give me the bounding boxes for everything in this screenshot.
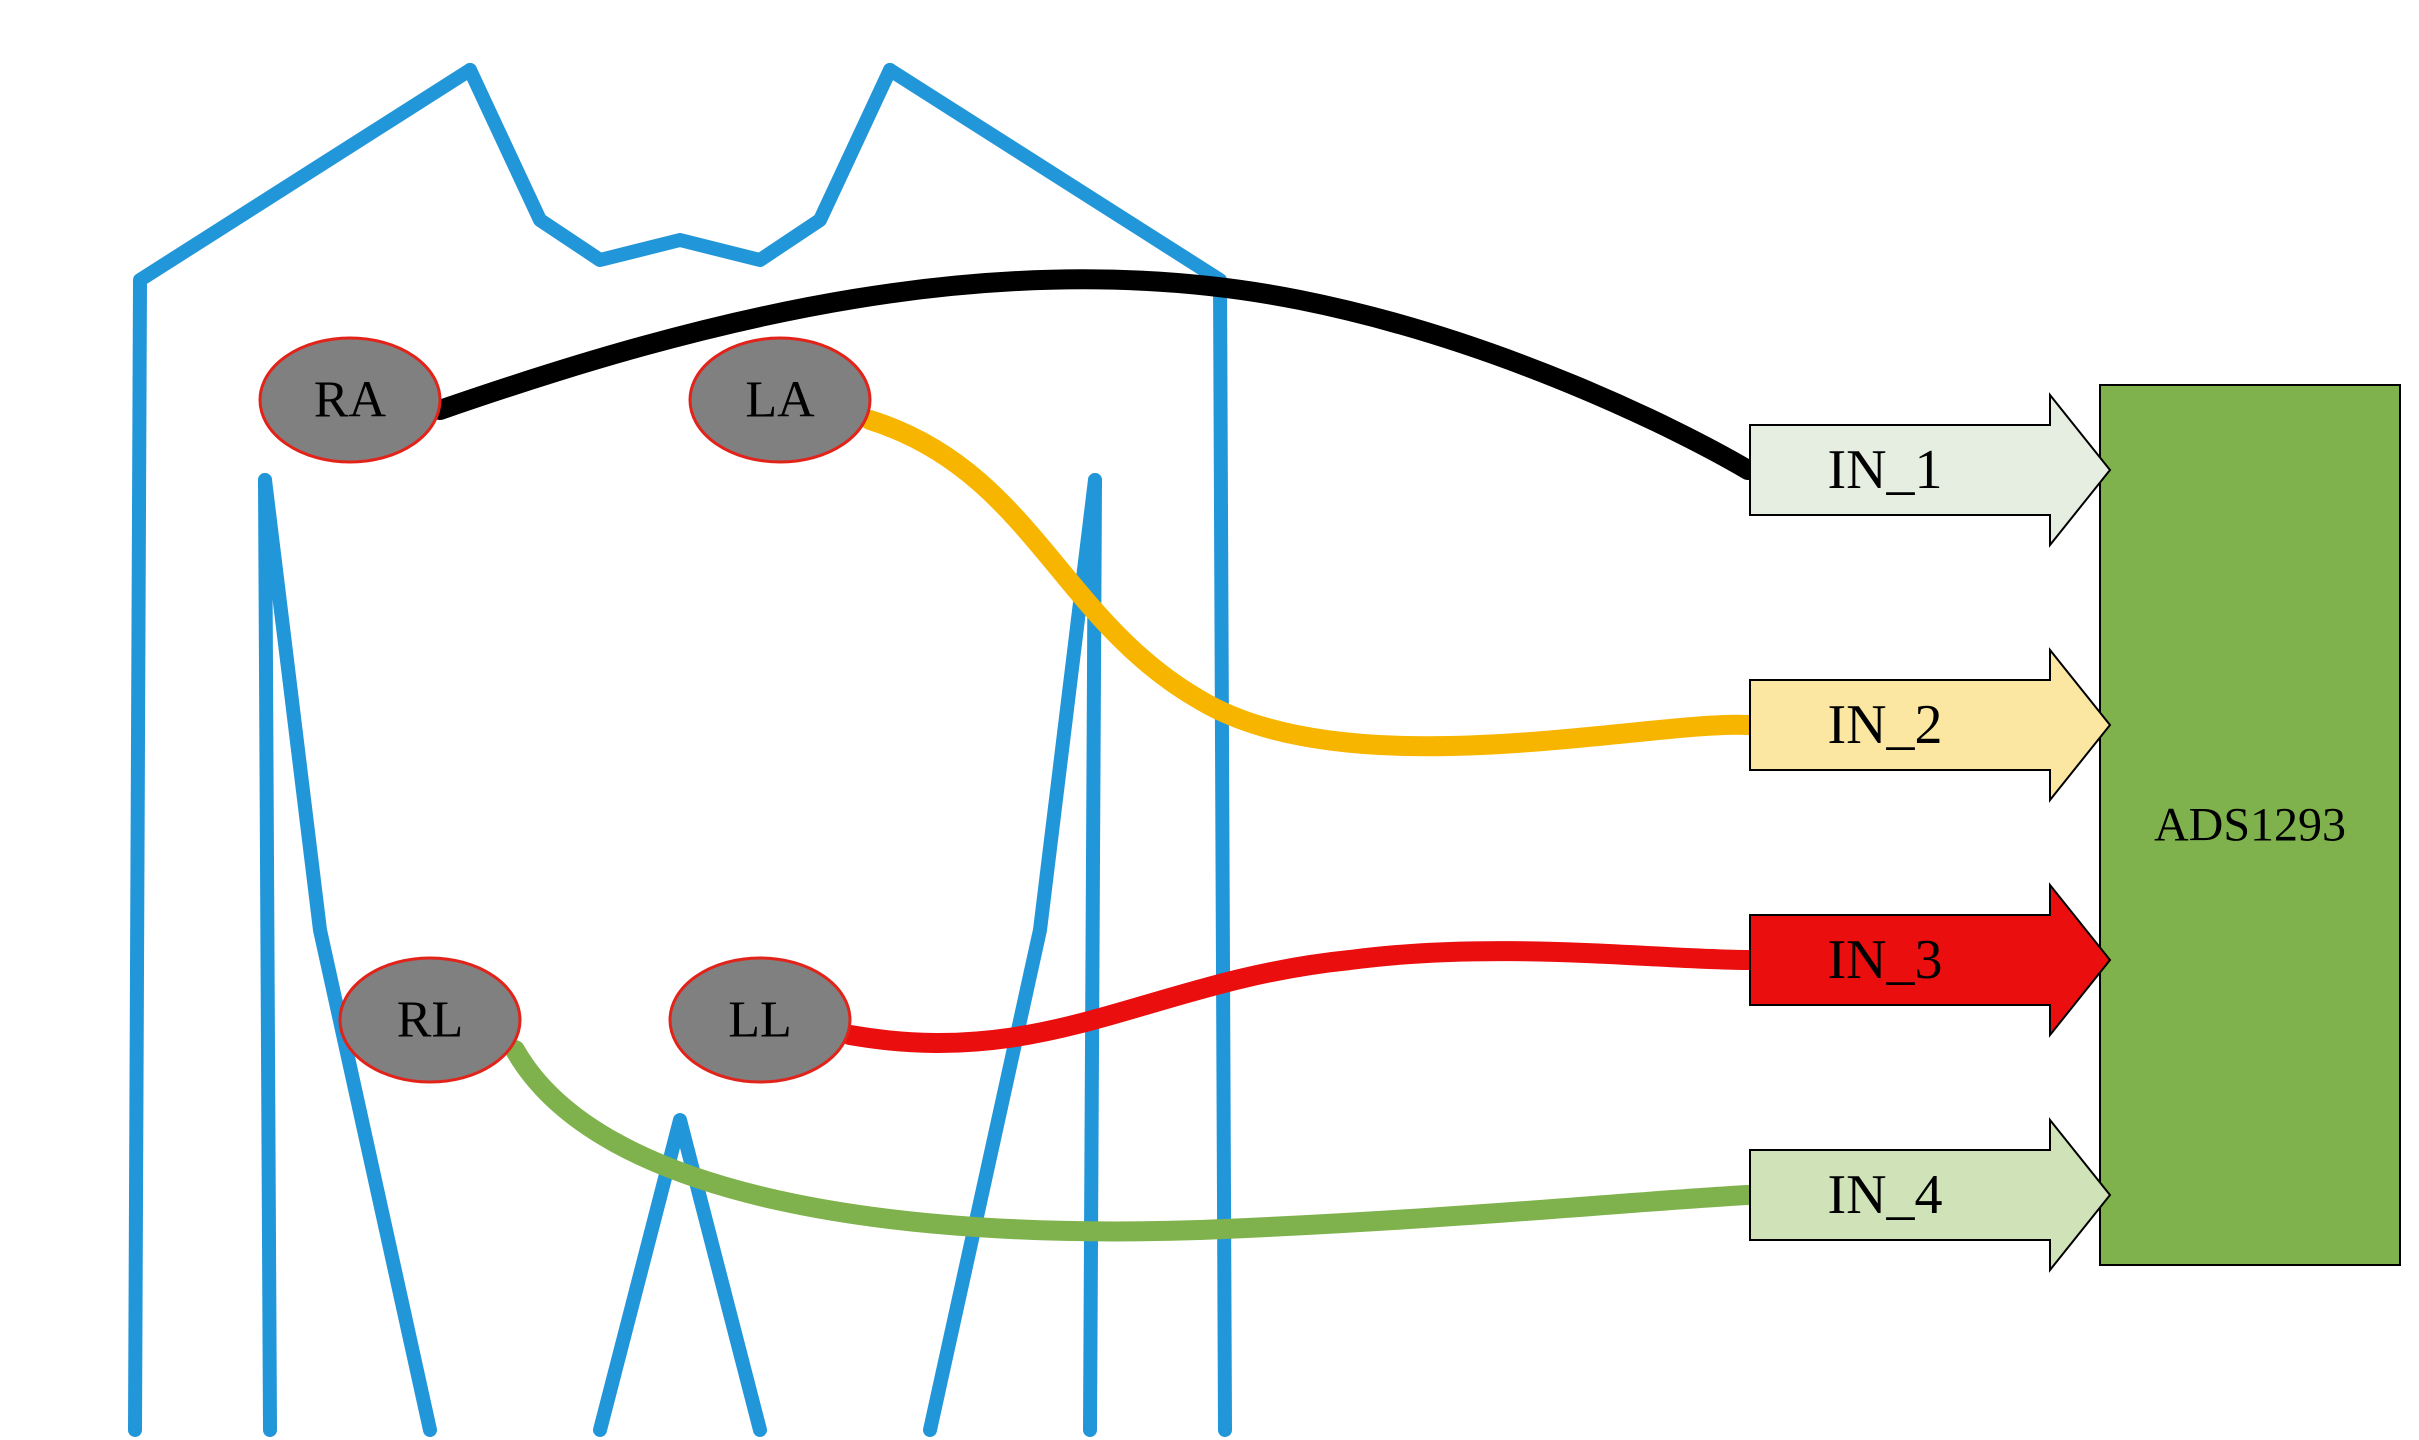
input-arrow-IN_2-label: IN_2 bbox=[1827, 694, 1942, 756]
wire-LL-IN_3 bbox=[850, 951, 1748, 1043]
electrode-LL-label: LL bbox=[728, 992, 792, 1049]
input-arrow-IN_4-label: IN_4 bbox=[1827, 1164, 1942, 1226]
electrode-LL: LL bbox=[670, 958, 850, 1082]
input-arrow-IN_3: IN_3 bbox=[1750, 885, 2110, 1035]
chip-label: ADS1293 bbox=[2154, 799, 2346, 852]
wire-RA-IN_1 bbox=[440, 279, 1748, 470]
input-arrow-IN_4: IN_4 bbox=[1750, 1120, 2110, 1270]
electrode-LA: LA bbox=[690, 338, 870, 462]
electrode-RA: RA bbox=[260, 338, 440, 462]
electrode-RL-label: RL bbox=[397, 992, 463, 1049]
input-arrow-IN_1-label: IN_1 bbox=[1827, 439, 1942, 501]
wire-LA-IN_2 bbox=[870, 420, 1748, 746]
electrode-RA-label: RA bbox=[314, 372, 387, 429]
input-arrow-IN_2: IN_2 bbox=[1750, 650, 2110, 800]
input-arrow-IN_3-label: IN_3 bbox=[1827, 929, 1942, 991]
input-arrow-IN_1: IN_1 bbox=[1750, 395, 2110, 545]
electrode-RL: RL bbox=[340, 958, 520, 1082]
chip-ads1293: ADS1293 bbox=[2100, 385, 2400, 1265]
electrode-LA-label: LA bbox=[745, 372, 815, 429]
